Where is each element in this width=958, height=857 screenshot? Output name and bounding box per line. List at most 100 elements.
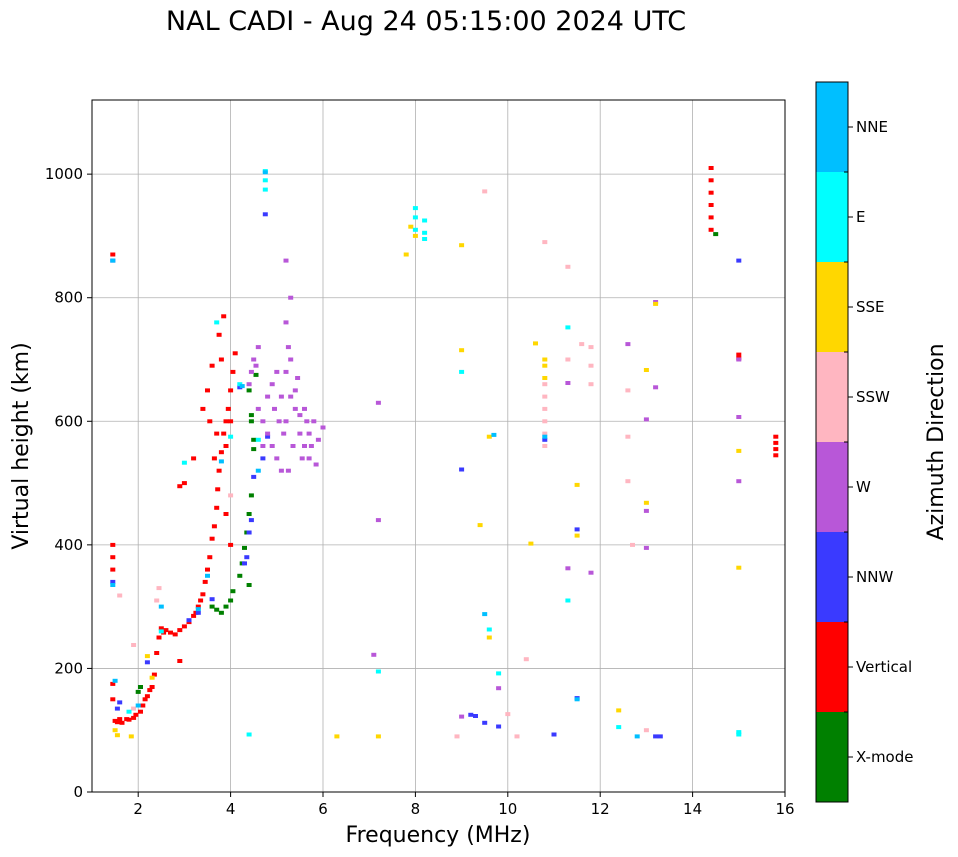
echo-point: [306, 456, 312, 461]
echo-point: [158, 626, 164, 631]
echo-point: [135, 689, 141, 694]
echo-point: [579, 342, 585, 347]
colorbar-tick-label: NNW: [856, 568, 893, 586]
echo-point: [459, 467, 465, 472]
echo-point: [215, 487, 221, 492]
echo-point: [482, 612, 488, 617]
echo-point: [625, 388, 631, 393]
echo-point: [514, 734, 520, 739]
echo-point: [246, 512, 252, 516]
echo-point: [565, 598, 571, 603]
echo-point: [736, 258, 742, 263]
echo-point: [214, 320, 220, 325]
echo-point: [565, 264, 571, 269]
colorbar-swatch: [816, 532, 848, 622]
echo-point: [643, 368, 649, 372]
echo-point: [251, 474, 257, 479]
echo-point: [468, 712, 474, 717]
echo-point: [211, 456, 217, 461]
echo-point: [149, 685, 155, 689]
echo-point: [616, 708, 622, 713]
echo-point: [237, 573, 243, 578]
echo-point: [459, 714, 465, 719]
echo-point: [248, 369, 254, 374]
echo-point: [542, 444, 548, 448]
echo-point: [117, 593, 123, 598]
echo-point: [459, 369, 465, 374]
echo-point: [154, 598, 160, 603]
echo-point: [216, 332, 222, 337]
echo-point: [292, 406, 298, 411]
x-tick-label: 6: [318, 800, 328, 818]
echo-point: [302, 406, 307, 411]
echo-point: [302, 444, 307, 448]
echo-point: [542, 382, 548, 387]
echo-point: [195, 604, 201, 609]
echo-point: [653, 301, 659, 306]
echo-point: [477, 523, 483, 528]
colorbar-tick-label: E: [856, 208, 865, 226]
echo-point: [225, 406, 231, 411]
echo-point: [131, 715, 137, 720]
echo-point: [114, 733, 120, 738]
echo-point: [574, 697, 580, 702]
data-points: [110, 166, 779, 739]
echo-point: [221, 431, 227, 436]
echo-point: [736, 357, 742, 362]
echo-point: [736, 479, 742, 484]
echo-point: [588, 345, 594, 350]
colorbar-swatch: [816, 712, 848, 802]
colorbar-swatch: [816, 82, 848, 172]
echo-point: [625, 342, 631, 347]
echo-point: [131, 706, 137, 711]
echo-point: [195, 610, 201, 615]
echo-point: [253, 372, 259, 377]
echo-point: [216, 468, 222, 473]
echo-point: [181, 624, 187, 629]
echo-point: [242, 561, 247, 566]
echo-point: [616, 725, 622, 730]
echo-point: [588, 570, 594, 575]
echo-point: [491, 432, 497, 437]
echo-point: [262, 212, 268, 217]
echo-point: [773, 440, 779, 445]
echo-point: [574, 527, 580, 532]
echo-point: [274, 369, 280, 374]
echo-point: [625, 434, 631, 439]
echo-point: [375, 400, 381, 405]
echo-point: [177, 628, 183, 633]
echo-point: [708, 190, 714, 195]
echo-point: [459, 243, 465, 248]
echo-point: [181, 481, 187, 486]
echo-point: [255, 406, 261, 411]
echo-point: [149, 675, 155, 680]
echo-point: [260, 419, 266, 424]
echo-point: [156, 635, 162, 640]
echo-point: [200, 592, 206, 597]
echo-point: [110, 542, 116, 547]
echo-point: [283, 258, 289, 263]
echo-point: [412, 215, 418, 220]
echo-point: [112, 678, 118, 683]
echo-point: [117, 700, 123, 705]
echo-point: [422, 230, 428, 235]
echo-point: [422, 237, 428, 241]
echo-point: [542, 240, 548, 245]
echo-point: [643, 508, 649, 513]
echo-point: [218, 357, 224, 362]
echo-point: [209, 604, 215, 609]
echo-point: [304, 419, 310, 424]
echo-point: [565, 566, 571, 571]
echo-point: [110, 555, 116, 560]
series-vertical: [110, 166, 779, 725]
colorbar-label: Azimuth Direction: [924, 343, 949, 540]
echo-point: [126, 709, 132, 714]
echo-point: [110, 567, 116, 572]
x-tick-label: 8: [411, 800, 421, 818]
colorbar-tick-label: SSE: [856, 298, 885, 316]
echo-point: [736, 352, 742, 357]
echo-point: [292, 388, 298, 393]
echo-point: [151, 672, 157, 677]
echo-point: [643, 728, 649, 733]
echo-point: [653, 734, 659, 739]
